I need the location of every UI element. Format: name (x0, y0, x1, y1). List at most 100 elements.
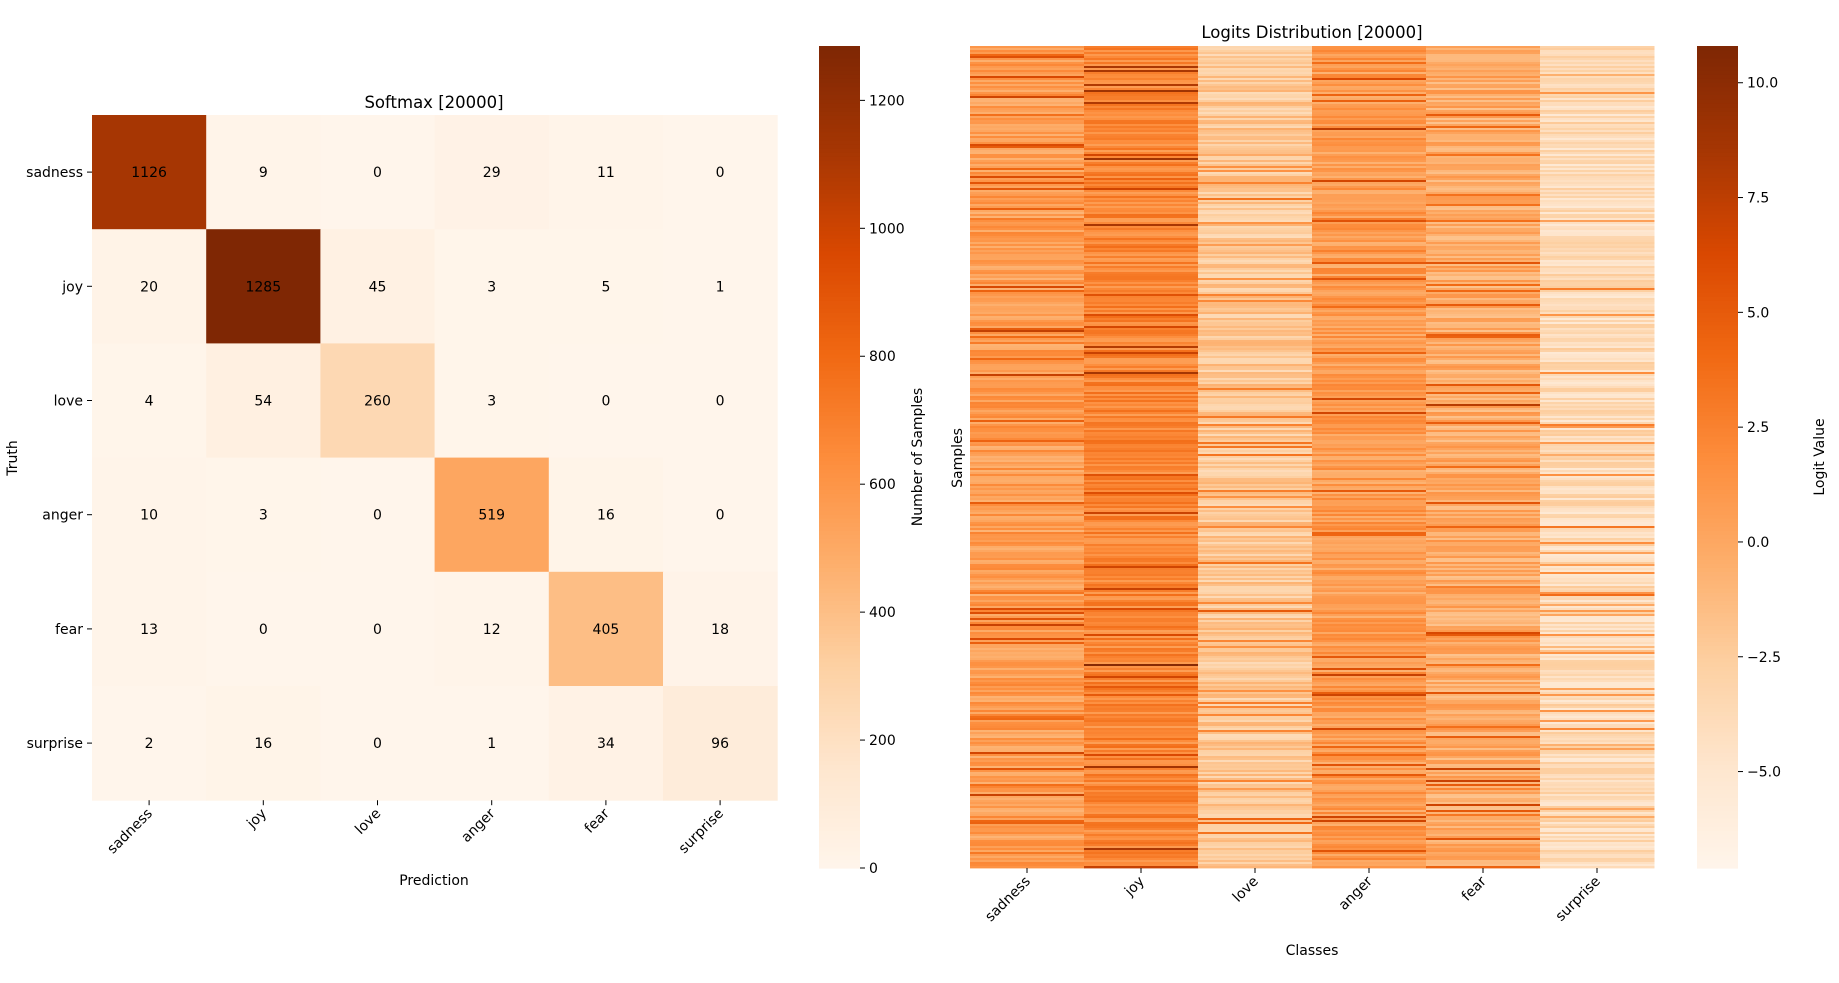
logit-row-cell (1198, 210, 1313, 213)
logit-row-cell (1312, 424, 1427, 427)
logit-row-cell (1084, 842, 1199, 845)
logit-row-cell (1426, 586, 1541, 589)
logit-row-cell (1540, 740, 1655, 743)
logit-row-cell (1540, 216, 1655, 219)
logit-row-cell (1084, 566, 1199, 569)
logit-row-cell (1540, 620, 1655, 623)
cb1-gradient-segment (819, 378, 860, 384)
logit-row-cell (1426, 738, 1541, 741)
logit-row-cell (1084, 90, 1199, 93)
matrix-cell (434, 115, 550, 230)
logit-row-cell (1540, 822, 1655, 825)
logit-row-cell (1198, 794, 1313, 797)
logit-row-cell (1198, 146, 1313, 149)
logit-row-cell (1426, 818, 1541, 821)
logit-row-cell (1198, 346, 1313, 349)
logit-row-cell (1312, 292, 1427, 295)
cb1-gradient-segment (819, 226, 860, 232)
logit-row-cell (1540, 86, 1655, 89)
logit-row-cell (970, 248, 1085, 251)
matrix-cell-value: 5 (601, 279, 610, 295)
logit-row-cell (1198, 250, 1313, 253)
logit-row-cell (1084, 720, 1199, 723)
logit-row-cell (1540, 214, 1655, 217)
cb2-gradient-segment (1697, 530, 1738, 536)
logit-row-cell (1540, 426, 1655, 429)
logit-row-cell (1312, 140, 1427, 143)
logit-row-cell (970, 780, 1085, 783)
logit-row-cell (1540, 650, 1655, 653)
cb2-gradient-segment (1697, 461, 1738, 466)
logit-row-cell (1312, 174, 1427, 177)
logit-row-cell (1084, 764, 1199, 767)
cb1-gradient-segment (819, 617, 860, 622)
logit-row-cell (1312, 426, 1427, 429)
logit-row-cell (1312, 94, 1427, 97)
logit-row-cell (1540, 562, 1655, 565)
logit-row-cell (1198, 242, 1313, 245)
logit-row-cell (1084, 742, 1199, 745)
logit-row-cell (970, 610, 1085, 613)
logit-row-cell (1540, 436, 1655, 439)
logit-row-cell (1540, 74, 1655, 77)
logit-row-cell (1426, 496, 1541, 499)
logit-row-cell (1084, 352, 1199, 355)
logit-row-cell (1084, 792, 1199, 795)
logit-row-cell (1426, 534, 1541, 537)
logit-row-cell (1084, 434, 1199, 437)
logit-row-cell (970, 62, 1085, 65)
logit-row-cell (1540, 678, 1655, 681)
logit-row-cell (1426, 678, 1541, 681)
logit-row-cell (1426, 432, 1541, 435)
logit-row-cell (1540, 202, 1655, 205)
logit-row-cell (1198, 838, 1313, 841)
logit-row-cell (1198, 176, 1313, 179)
logit-row-cell (1540, 728, 1655, 731)
matrix-cell-value: 0 (259, 622, 268, 638)
logit-row-cell (1426, 210, 1541, 213)
logit-row-cell (1312, 228, 1427, 231)
logit-row-cell (1426, 414, 1541, 417)
logit-row-cell (1426, 368, 1541, 371)
cb1-gradient-segment (819, 391, 860, 396)
logit-row-cell (1084, 142, 1199, 145)
logit-row-cell (1426, 230, 1541, 233)
logit-row-cell (1084, 340, 1199, 343)
logit-row-cell (1426, 806, 1541, 809)
logit-row-cell (1198, 676, 1313, 679)
logit-row-cell (1084, 602, 1199, 605)
logit-row-cell (1312, 512, 1427, 515)
logit-row-cell (970, 310, 1085, 313)
logit-row-cell (1540, 270, 1655, 273)
logit-row-cell (1540, 694, 1655, 697)
logit-row-cell (1426, 318, 1541, 321)
logit-row-cell (1540, 532, 1655, 535)
logit-row-cell (1084, 448, 1199, 451)
logit-row-cell (1312, 252, 1427, 255)
logit-row-cell (970, 608, 1085, 611)
logit-row-cell (1084, 150, 1199, 153)
logit-row-cell (1540, 250, 1655, 253)
logit-row-cell (1084, 490, 1199, 493)
matrix-cell-value: 0 (601, 394, 610, 410)
cb1-gradient-segment (819, 230, 860, 236)
logit-row-cell (1426, 594, 1541, 597)
logit-row-cell (1312, 392, 1427, 395)
logit-row-cell (1540, 128, 1655, 131)
logit-row-cell (1084, 752, 1199, 755)
logit-row-cell (1198, 596, 1313, 599)
logit-row-cell (970, 264, 1085, 267)
logit-row-cell (1084, 248, 1199, 251)
logit-row-cell (1426, 744, 1541, 747)
logit-row-cell (1312, 746, 1427, 749)
logit-row-cell (1198, 188, 1313, 191)
logit-row-cell (1198, 406, 1313, 409)
cb2-gradient-segment (1697, 674, 1738, 680)
logit-row-cell (1312, 794, 1427, 797)
cb2-gradient-segment (1697, 292, 1738, 298)
logit-row-cell (970, 118, 1085, 121)
logit-row-cell (1312, 766, 1427, 769)
cb1-gradient-segment (819, 300, 860, 306)
logit-row-cell (1312, 556, 1427, 559)
logit-row-cell (1084, 656, 1199, 659)
